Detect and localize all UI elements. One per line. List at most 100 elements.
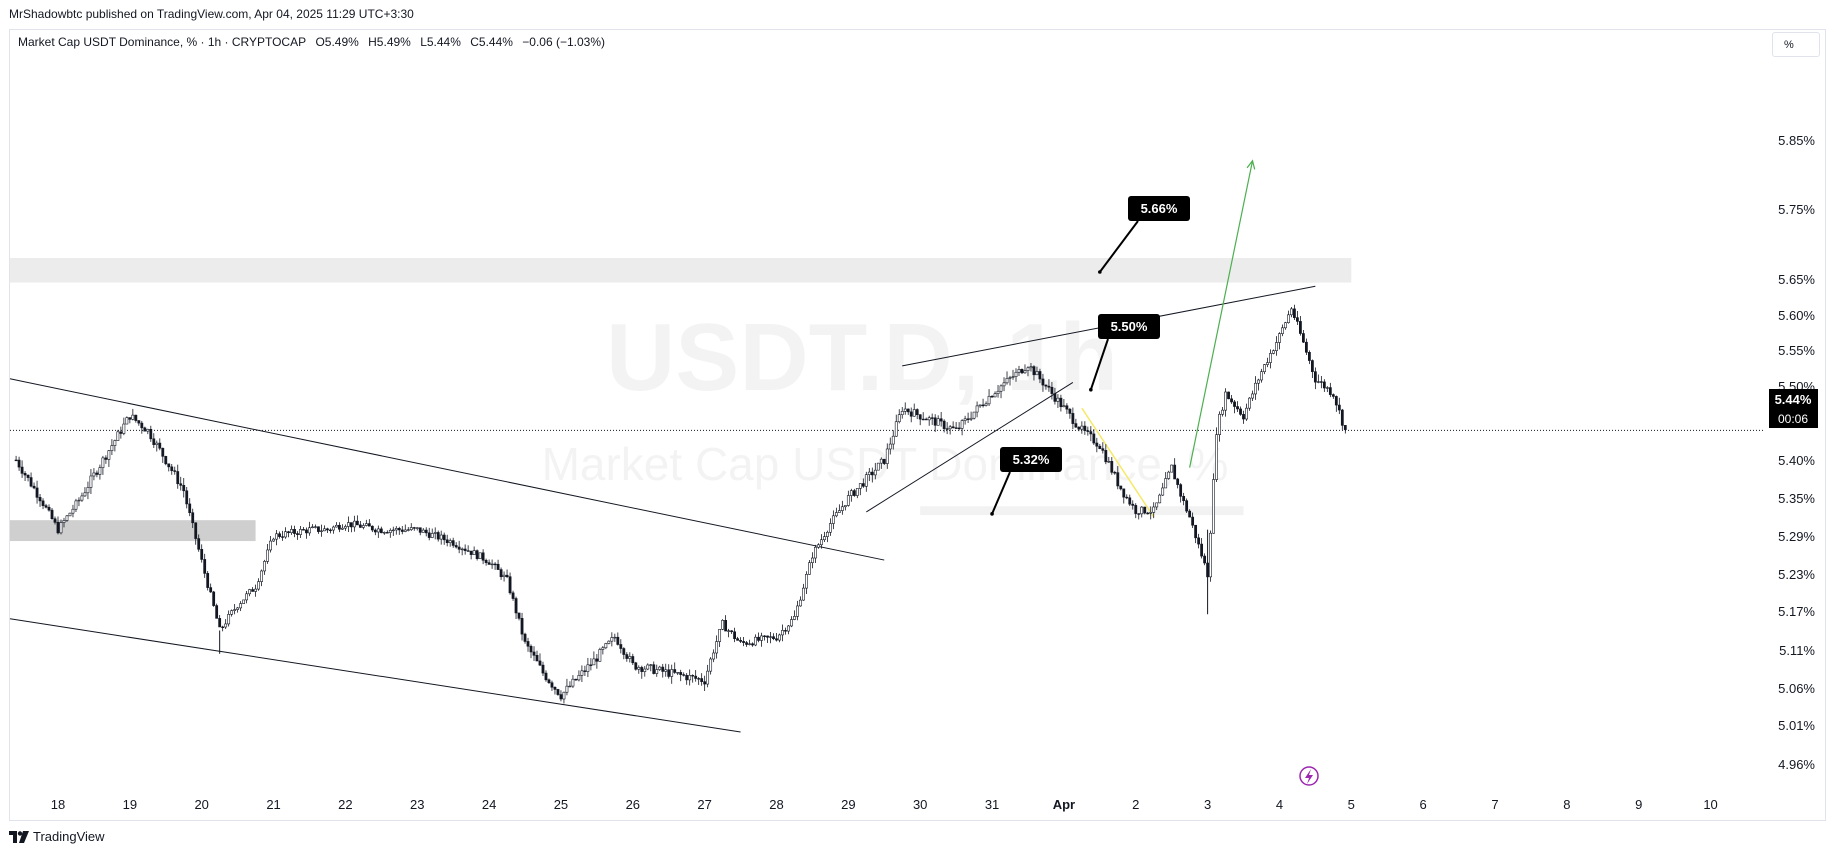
candle-body (757, 636, 760, 641)
candle-body (978, 404, 982, 407)
candle-body (248, 589, 252, 595)
candle-body (158, 442, 162, 449)
time-tick-label: 3 (1204, 797, 1211, 812)
price-tick-label: 5.11% (1779, 643, 1815, 658)
candle-body (748, 643, 751, 645)
candle-body (637, 667, 641, 670)
candle-body (26, 474, 30, 478)
candle-body (814, 546, 817, 559)
watermark: USDT.D, 1h Market Cap USDT Dominance, % (542, 304, 1229, 490)
price-tick-label: 5.60% (1778, 308, 1815, 323)
candle-body (963, 418, 967, 421)
candle-body (299, 529, 302, 535)
candle-body (903, 408, 907, 412)
candle-body (329, 529, 332, 532)
candle-body (65, 515, 69, 521)
candle-body (263, 561, 266, 572)
candle-body (394, 528, 398, 531)
time-tick-label: 28 (769, 797, 783, 812)
candle-body (176, 471, 180, 485)
candle-body (236, 607, 240, 610)
candle-body (1164, 478, 1168, 489)
candle-body (547, 679, 551, 684)
candle-body (891, 435, 895, 445)
time-tick-label: 7 (1491, 797, 1498, 812)
candle-body (257, 581, 260, 590)
candle-body (29, 477, 33, 487)
candle-body (888, 443, 892, 450)
candle-body (1233, 401, 1236, 407)
candle-body (1236, 406, 1239, 410)
footer-brand: TradingView (33, 829, 105, 844)
candle-body (526, 641, 530, 647)
candle-body (388, 530, 392, 533)
candle-body (1248, 397, 1251, 409)
candle-body (861, 483, 865, 487)
candle-body (790, 619, 793, 627)
candle-body (499, 569, 503, 578)
candle-body (817, 544, 820, 548)
candle-body (17, 459, 21, 468)
candle-body (1215, 434, 1218, 480)
candle-body (1044, 384, 1048, 387)
time-tick-label: 19 (123, 797, 137, 812)
candle-body (574, 678, 578, 681)
candle-body (679, 672, 683, 675)
candle-body (1053, 393, 1057, 402)
candle-body (1065, 405, 1069, 410)
candle-body (1316, 381, 1320, 383)
legend-open: O5.49% (315, 35, 359, 49)
candle-body (400, 529, 404, 532)
candle-body (149, 428, 153, 440)
candle-body (221, 626, 225, 629)
projection-path-yellow (1081, 407, 1155, 518)
candle-body (1002, 382, 1006, 387)
candle-body (1074, 423, 1078, 428)
time-tick-label: 31 (985, 797, 999, 812)
candle-body (1331, 394, 1335, 397)
candle-body (1197, 537, 1201, 545)
candle-body (676, 672, 680, 674)
candle-body (493, 563, 497, 566)
bolt-icon[interactable] (1299, 766, 1319, 786)
candle-body (577, 675, 581, 681)
candle-body (320, 530, 323, 532)
legend-symbol: Market Cap USDT Dominance, % · 1h · CRYP… (18, 35, 307, 49)
candle-body (517, 612, 521, 619)
candle-body (727, 630, 731, 632)
candle-body (697, 678, 701, 680)
candle-body (778, 634, 781, 641)
time-tick-label: 4 (1276, 797, 1283, 812)
candle-body (565, 685, 569, 693)
candle-body (559, 694, 563, 700)
candle-body (442, 534, 446, 541)
candle-body (760, 635, 763, 641)
candle-body (858, 483, 862, 489)
candle-body (996, 390, 1000, 394)
candle-body (1020, 369, 1024, 374)
candle-body (140, 422, 144, 429)
candle-body (478, 552, 482, 559)
candle-body (775, 638, 778, 641)
candle-body (870, 471, 874, 476)
candle-body (1325, 387, 1329, 389)
candle-body (230, 610, 234, 615)
trendline (866, 381, 1074, 513)
candle-body (1038, 371, 1042, 380)
candle-body (1110, 461, 1114, 473)
candle-body (376, 528, 380, 533)
time-tick-label: 21 (266, 797, 280, 812)
candle-body (673, 669, 677, 673)
candle-body (245, 593, 249, 601)
annotation-pointer (1099, 220, 1139, 273)
percent-scale-button[interactable]: % (1772, 32, 1820, 57)
candle-body (146, 428, 150, 432)
candle-body (275, 533, 278, 540)
candle-body (346, 522, 350, 527)
candle-body (457, 546, 461, 550)
candle-body (520, 618, 524, 635)
candle-body (239, 603, 243, 609)
zone-rect (10, 520, 256, 542)
candle-body (379, 528, 383, 534)
